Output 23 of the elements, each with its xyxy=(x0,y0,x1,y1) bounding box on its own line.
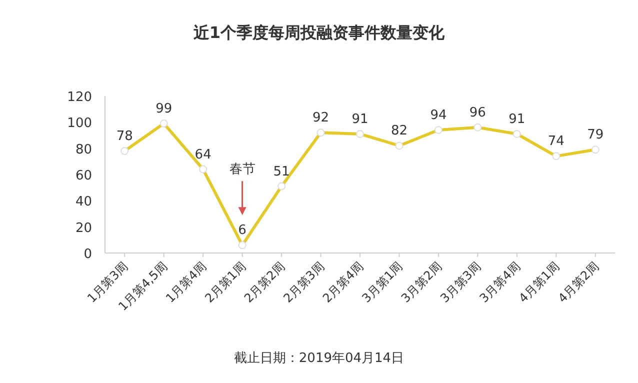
data-label: 64 xyxy=(194,147,212,162)
data-label: 92 xyxy=(312,110,330,126)
data-label: 74 xyxy=(548,134,564,150)
data-label: 99 xyxy=(156,101,172,116)
y-tick-label: 40 xyxy=(75,194,92,210)
data-label: 91 xyxy=(508,112,526,127)
data-label: 78 xyxy=(116,128,133,144)
data-label: 51 xyxy=(273,164,290,180)
y-tick-label: 80 xyxy=(75,142,92,158)
data-label: 6 xyxy=(238,223,246,238)
chart-title: 近1个季度每周投融资事件数量变化 xyxy=(192,23,446,42)
data-label: 96 xyxy=(469,105,486,120)
text: 截止日期：2019年04月14日 xyxy=(234,351,404,366)
annotation: 春节 xyxy=(229,162,256,178)
data-label: 82 xyxy=(390,124,408,139)
y-tick-label: 20 xyxy=(75,220,92,236)
data-label: 94 xyxy=(430,108,447,124)
y-tick-label: 0 xyxy=(84,247,92,262)
data-label: 91 xyxy=(352,112,368,127)
y-tick-label: 60 xyxy=(75,168,92,184)
y-tick-label: 100 xyxy=(67,116,92,132)
y-tick-label: 120 xyxy=(67,90,92,105)
data-label: 79 xyxy=(587,128,604,143)
